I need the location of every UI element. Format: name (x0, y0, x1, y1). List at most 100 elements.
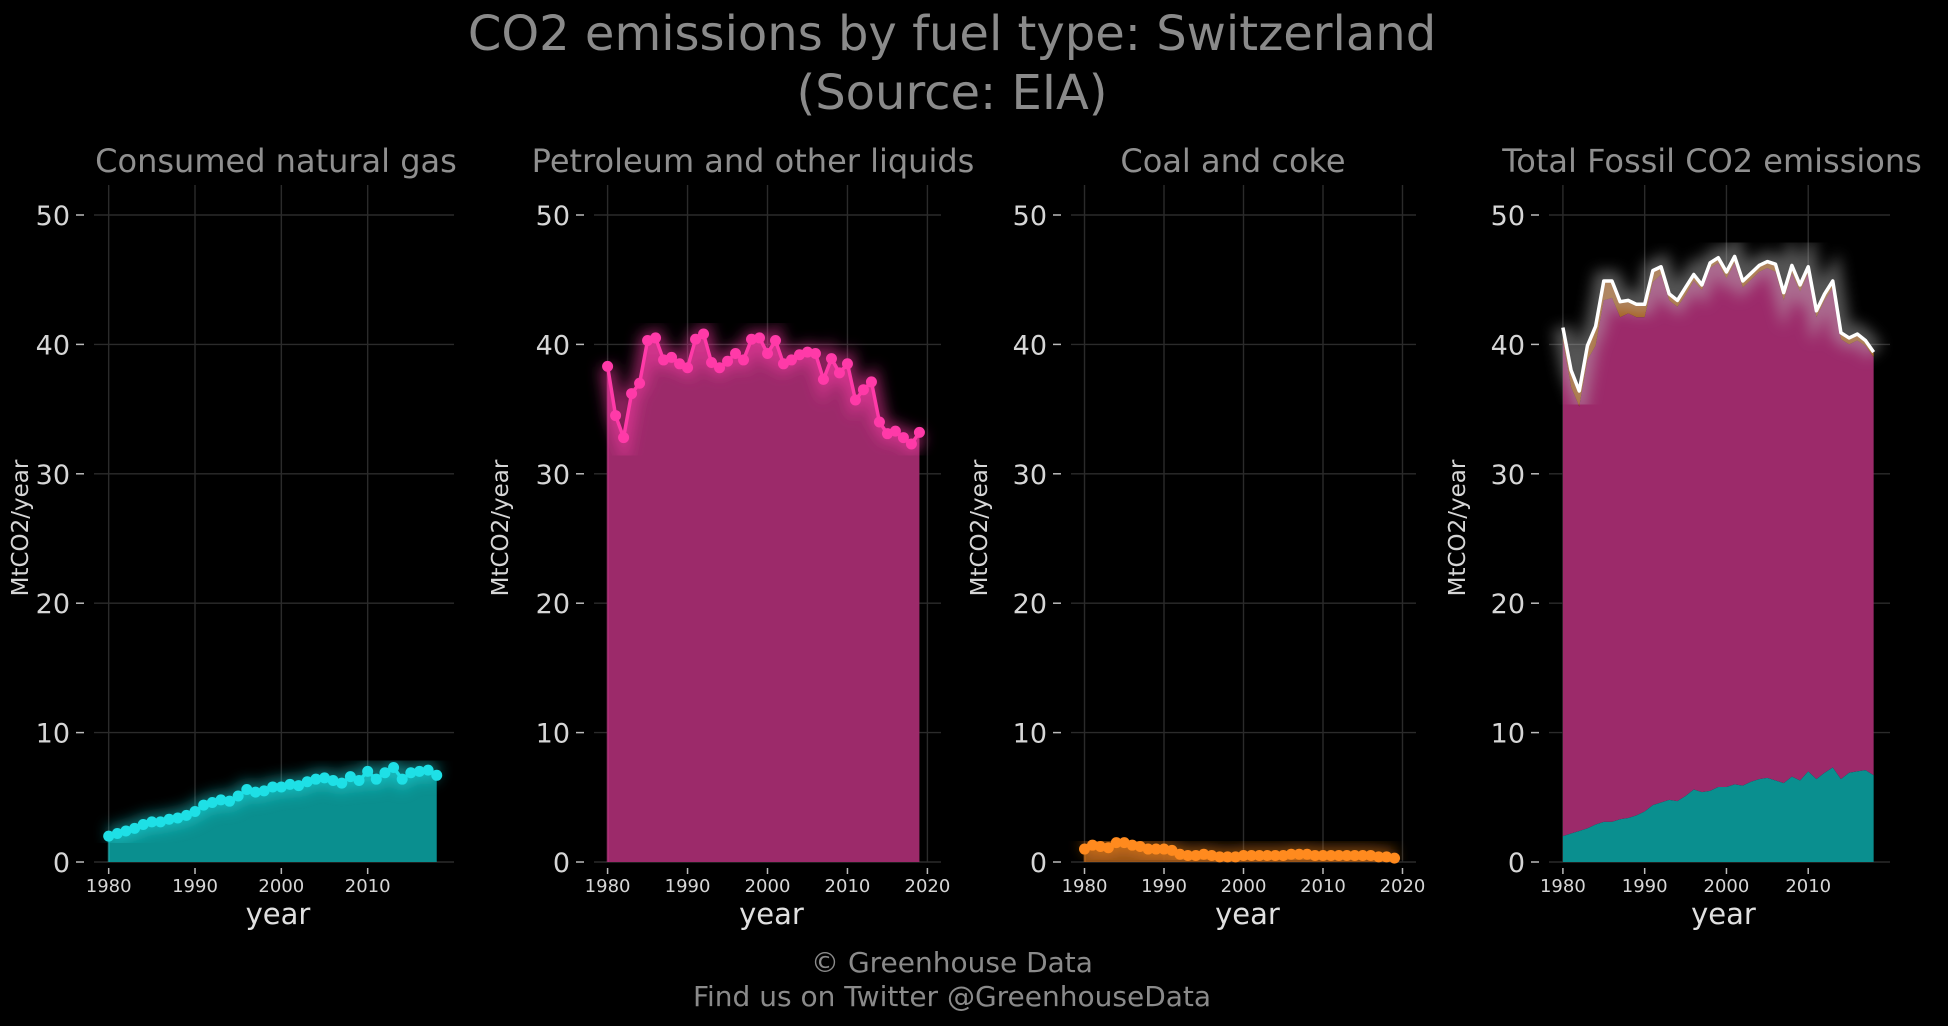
x-tick-label: 1990 (665, 876, 711, 897)
data-point (698, 328, 710, 340)
panel-1: Consumed natural gas 0 10 20 30 40 50 1980 1990 2… (8, 142, 457, 931)
y-tick-label: 50 (536, 201, 570, 232)
y-tick-label: 0 (1030, 848, 1047, 879)
y-tick-label: 50 (1491, 201, 1525, 232)
data-point (1325, 850, 1337, 862)
data-point (1110, 837, 1122, 849)
data-point (706, 357, 718, 369)
data-point (422, 764, 434, 776)
panels: Consumed natural gas 0 10 20 30 40 50 1980 1990 2… (8, 142, 1922, 931)
y-tick-label: 20 (1491, 589, 1525, 620)
data-point (103, 830, 115, 842)
data-point (722, 355, 734, 367)
data-point (198, 799, 210, 811)
x-tick-label: 1980 (1062, 876, 1108, 897)
data-point (1238, 850, 1249, 862)
data-point (275, 781, 287, 793)
data-point (362, 765, 374, 777)
data-point (650, 332, 662, 344)
y-tick-label: 0 (553, 848, 570, 879)
data-point (232, 790, 244, 802)
data-point (666, 351, 678, 363)
data-point (301, 776, 313, 788)
data-point (293, 780, 305, 792)
data-point (310, 773, 322, 785)
data-point (172, 812, 184, 824)
data-point (1293, 848, 1305, 860)
data-point (1349, 850, 1361, 862)
x-axis-label: year (1215, 897, 1280, 931)
data-point (120, 825, 132, 837)
data-point (1317, 850, 1329, 862)
data-point (267, 781, 279, 793)
data-point (730, 347, 742, 359)
y-tick-label: 40 (1013, 330, 1047, 361)
series-area (108, 767, 437, 862)
data-point (738, 354, 750, 366)
data-point (889, 425, 901, 437)
data-point (284, 778, 296, 790)
data-point (785, 354, 797, 366)
x-tick-label: 1980 (1540, 876, 1586, 897)
x-tick-label: 1990 (1141, 876, 1187, 897)
data-point (189, 806, 201, 818)
y-tick-label: 30 (1491, 460, 1525, 491)
data-point (754, 332, 766, 344)
series-area (607, 334, 920, 863)
y-tick-label: 40 (36, 330, 70, 361)
data-point (241, 784, 253, 796)
panel-title: Total Fossil CO2 emissions (1501, 142, 1922, 180)
data-point (146, 816, 158, 828)
y-tick-label: 10 (36, 719, 70, 750)
series-line (605, 332, 921, 446)
data-point (336, 777, 348, 789)
data-point (809, 347, 821, 359)
data-point (129, 822, 141, 834)
data-point (769, 335, 781, 347)
y-tick-label: 40 (536, 330, 570, 361)
y-tick-label: 10 (1013, 719, 1047, 750)
data-point (690, 333, 702, 345)
data-point (1253, 850, 1265, 862)
data-point (913, 426, 925, 438)
data-point (224, 795, 236, 807)
x-tick-label: 2010 (1785, 876, 1831, 897)
data-point (163, 813, 175, 825)
panel-4: Total Fossil CO2 emissions 0 10 20 30 40 50 198… (1445, 142, 1922, 931)
data-point (833, 367, 845, 379)
data-point (1373, 851, 1385, 863)
data-point (249, 786, 261, 798)
data-point (258, 785, 270, 797)
credit-twitter: Find us on Twitter @GreenhouseData (693, 980, 1211, 1013)
data-point (714, 362, 726, 374)
x-axis-label: year (246, 897, 311, 931)
data-point (405, 767, 417, 779)
panel-title: Consumed natural gas (95, 142, 457, 180)
data-point (388, 762, 400, 774)
figure-subtitle: (Source: EIA) (796, 65, 1107, 121)
data-point (413, 765, 425, 777)
panel-3: Coal and coke 0 10 20 30 40 50 1980 1990 2000 2010… (967, 142, 1425, 931)
x-tick-label: 1990 (172, 876, 218, 897)
panel-title: Petroleum and other liquids (532, 142, 975, 180)
data-point (1102, 842, 1114, 854)
data-point (396, 773, 408, 785)
y-tick-label: 10 (1491, 719, 1525, 750)
data-point (817, 373, 829, 385)
x-tick-label: 1980 (585, 876, 631, 897)
data-point (618, 432, 630, 444)
data-point (682, 362, 694, 374)
x-tick-label: 2020 (905, 876, 951, 897)
data-point (1285, 848, 1297, 860)
x-tick-label: 1990 (1622, 876, 1668, 897)
y-axis-label: MtCO2/year (1445, 459, 1471, 596)
y-tick-label: 30 (536, 460, 570, 491)
data-point (602, 360, 614, 372)
data-point (344, 771, 356, 783)
data-point (137, 818, 149, 830)
data-point (634, 377, 646, 389)
data-point (849, 394, 861, 406)
y-tick-label: 0 (53, 848, 70, 879)
figure-title: CO2 emissions by fuel type: Switzerland (468, 6, 1436, 62)
y-axis-label: MtCO2/year (967, 459, 993, 596)
